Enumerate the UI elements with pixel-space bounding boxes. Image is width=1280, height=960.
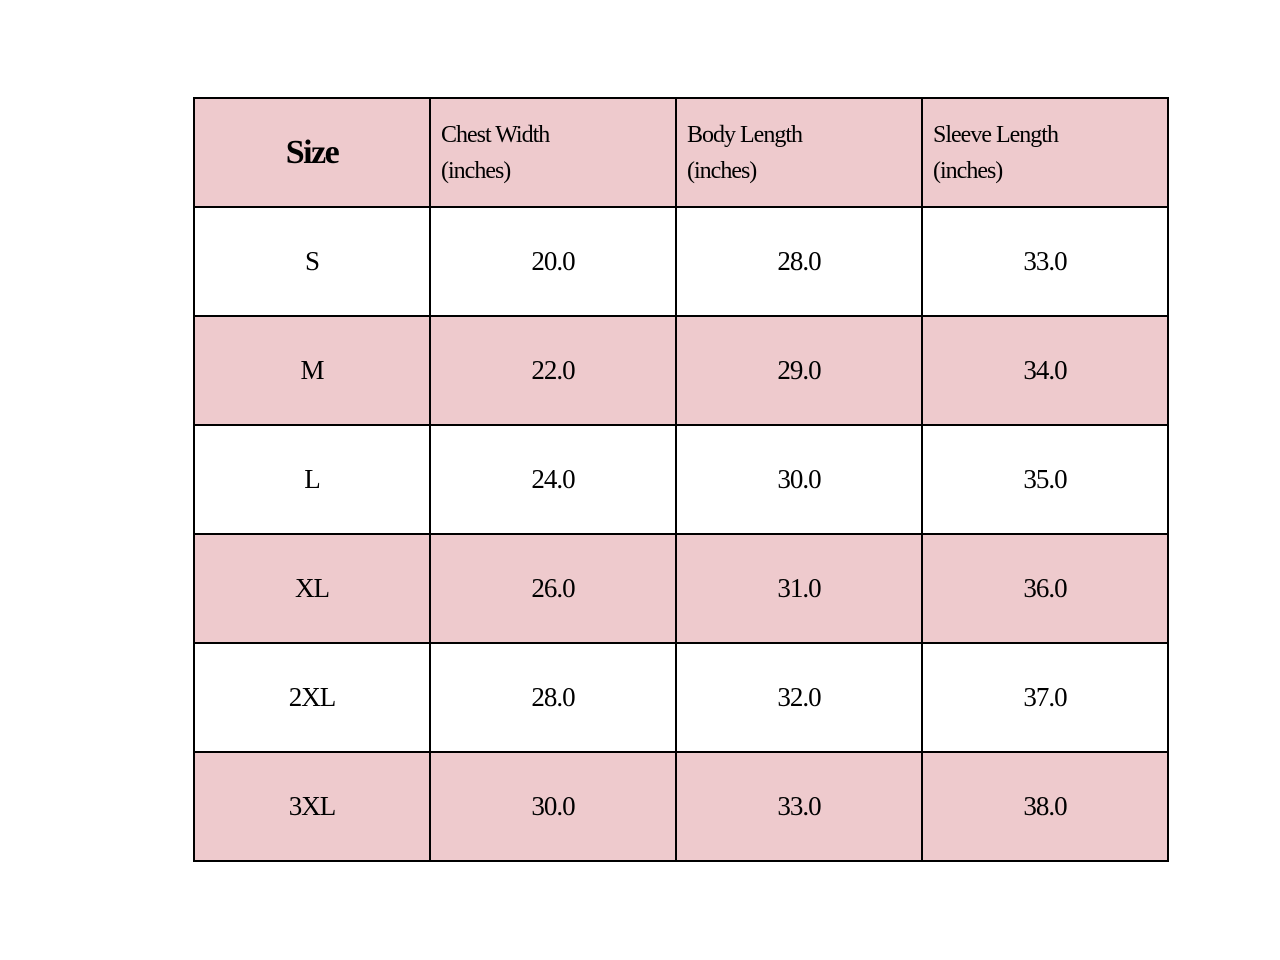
header-chest-width: Chest Width (inches) — [429, 97, 677, 208]
chest-width-cell: 30.0 — [429, 751, 677, 862]
table-row: M 22.0 29.0 34.0 — [193, 315, 1169, 426]
chest-width-cell: 28.0 — [429, 642, 677, 753]
header-unit: (inches) — [441, 157, 511, 184]
table-row: 2XL 28.0 32.0 37.0 — [193, 642, 1169, 753]
body-length-cell: 30.0 — [675, 424, 923, 535]
size-cell: L — [193, 424, 431, 535]
chest-width-cell: 26.0 — [429, 533, 677, 644]
size-cell: S — [193, 206, 431, 317]
body-length-cell: 32.0 — [675, 642, 923, 753]
header-unit: (inches) — [687, 157, 757, 184]
table-row: L 24.0 30.0 35.0 — [193, 424, 1169, 535]
chest-width-cell: 24.0 — [429, 424, 677, 535]
sleeve-length-cell: 37.0 — [921, 642, 1169, 753]
chest-width-cell: 20.0 — [429, 206, 677, 317]
sleeve-length-cell: 36.0 — [921, 533, 1169, 644]
header-unit: (inches) — [933, 157, 1003, 184]
header-row: Size Chest Width (inches) Body Length (inc… — [193, 97, 1169, 208]
sleeve-length-cell: 34.0 — [921, 315, 1169, 426]
size-cell: 2XL — [193, 642, 431, 753]
header-label: Chest Width — [441, 121, 550, 148]
table-row: XL 26.0 31.0 36.0 — [193, 533, 1169, 644]
sleeve-length-cell: 38.0 — [921, 751, 1169, 862]
table-row: 3XL 30.0 33.0 38.0 — [193, 751, 1169, 862]
header-body-length: Body Length (inches) — [675, 97, 923, 208]
header-label: Sleeve Length — [933, 121, 1059, 148]
sleeve-length-cell: 35.0 — [921, 424, 1169, 535]
size-cell: 3XL — [193, 751, 431, 862]
header-size: Size — [193, 97, 431, 208]
table-row: S 20.0 28.0 33.0 — [193, 206, 1169, 317]
header-sleeve-length: Sleeve Length (inches) — [921, 97, 1169, 208]
sleeve-length-cell: 33.0 — [921, 206, 1169, 317]
chest-width-cell: 22.0 — [429, 315, 677, 426]
body-length-cell: 31.0 — [675, 533, 923, 644]
body-length-cell: 29.0 — [675, 315, 923, 426]
size-cell: M — [193, 315, 431, 426]
body-length-cell: 33.0 — [675, 751, 923, 862]
size-chart-table: Size Chest Width (inches) Body Length (inc… — [193, 97, 1169, 862]
header-label: Body Length — [687, 121, 803, 148]
size-cell: XL — [193, 533, 431, 644]
body-length-cell: 28.0 — [675, 206, 923, 317]
